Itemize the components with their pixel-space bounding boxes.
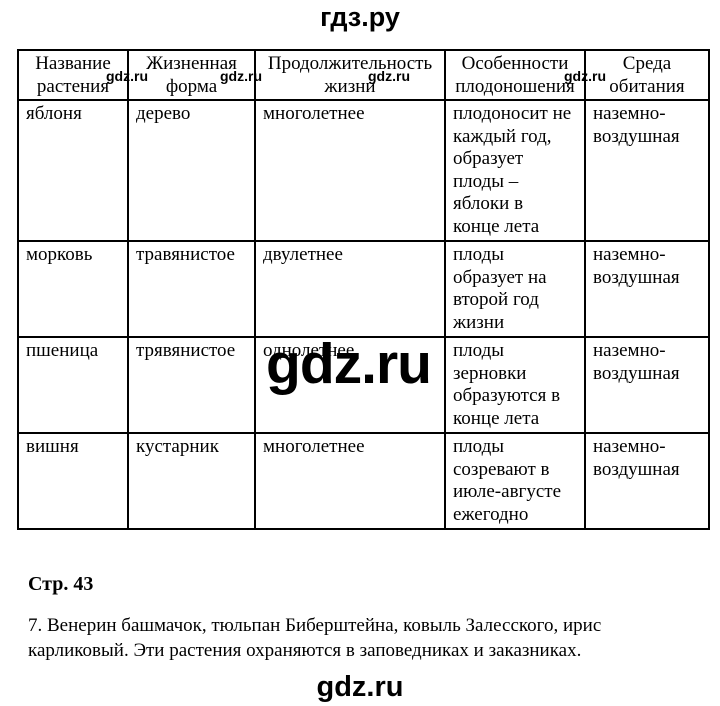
- cell-habitat: наземно- воздушная: [584, 240, 710, 338]
- cell-plant-name: яблоня: [17, 99, 129, 242]
- cell-fruiting-features: плоды зерновки образуются в конце лета: [444, 336, 586, 434]
- cell-fruiting-features: плоды образует на второй год жизни: [444, 240, 586, 338]
- site-logo-header: гдз.ру: [320, 2, 400, 32]
- col-header-habitat: Среда обитания: [584, 49, 710, 101]
- cell-fruiting-features: плоды созревают в июле-августе ежегодно: [444, 432, 586, 530]
- table-header-row: Название растения Жизненная форма Продол…: [17, 49, 710, 101]
- plants-table: Название растения Жизненная форма Продол…: [17, 49, 710, 530]
- cell-plant-name: вишня: [17, 432, 129, 530]
- cell-habitat: наземно- воздушная: [584, 432, 710, 530]
- cell-life-form: травянистое: [127, 240, 256, 338]
- page-number-label: Стр. 43: [28, 573, 94, 595]
- table-row-cherry: вишня кустарник многолетнее плоды созрев…: [17, 432, 710, 530]
- cell-habitat: наземно- воздушная: [584, 99, 710, 242]
- cell-life-form: дерево: [127, 99, 256, 242]
- col-header-plant-name: Название растения: [17, 49, 129, 101]
- cell-habitat: наземно- воздушная: [584, 336, 710, 434]
- col-header-fruiting-features: Особенности плодоношения: [444, 49, 586, 101]
- table-row-apple: яблоня дерево многолетнее плодоносит не …: [17, 99, 710, 242]
- cell-lifespan: однолетнее: [254, 336, 446, 434]
- cell-plant-name: пшеница: [17, 336, 129, 434]
- plants-table-wrapper: Название растения Жизненная форма Продол…: [17, 49, 710, 530]
- table-row-wheat: пшеница трявянистое однолетнее плоды зер…: [17, 336, 710, 434]
- cell-life-form: кустарник: [127, 432, 256, 530]
- cell-life-form: трявянистое: [127, 336, 256, 434]
- answer-paragraph: 7. Венерин башмачок, тюльпан Биберштейна…: [28, 615, 602, 661]
- table-row-carrot: морковь травянистое двулетнее плоды обра…: [17, 240, 710, 338]
- cell-lifespan: многолетнее: [254, 99, 446, 242]
- site-logo-footer: gdz.ru: [316, 671, 404, 703]
- cell-fruiting-features: плодоносит не каждый год, образует плоды…: [444, 99, 586, 242]
- col-header-lifespan: Продолжительность жизни: [254, 49, 446, 101]
- col-header-life-form: Жизненная форма: [127, 49, 256, 101]
- cell-plant-name: морковь: [17, 240, 129, 338]
- cell-lifespan: двулетнее: [254, 240, 446, 338]
- cell-lifespan: многолетнее: [254, 432, 446, 530]
